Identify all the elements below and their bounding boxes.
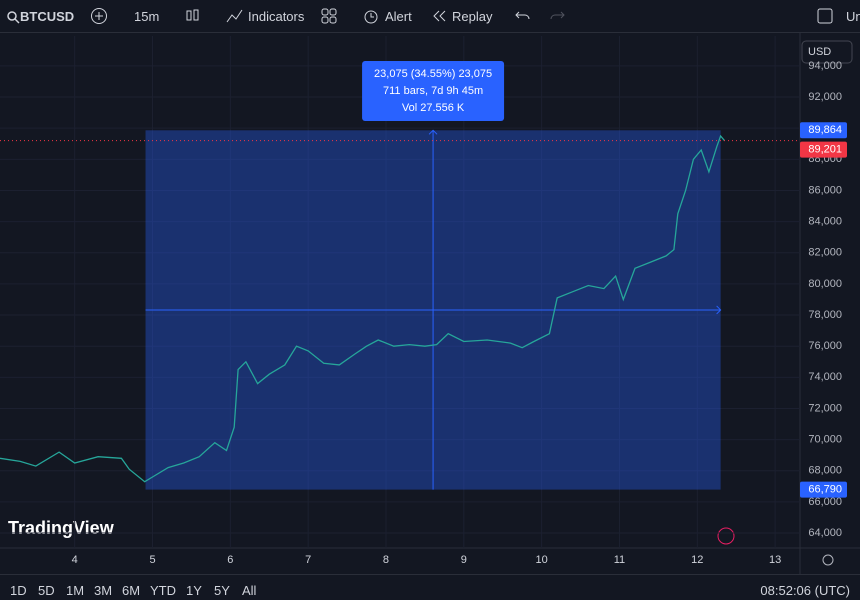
clock: 08:52:06 (UTC): [760, 583, 850, 598]
chart-type[interactable]: [185, 7, 201, 25]
x-tick-label: 4: [72, 554, 78, 566]
y-tick-label: 68,000: [808, 465, 842, 477]
range-button[interactable]: 5D: [38, 583, 55, 598]
x-tick-label: 7: [305, 554, 311, 566]
range-button[interactable]: 1D: [10, 583, 27, 598]
y-tick-label: 86,000: [808, 184, 842, 196]
y-tick-label: 94,000: [808, 60, 842, 72]
measure-arrowhead: [428, 129, 438, 135]
price-tag-label: 66,790: [808, 484, 842, 496]
lightning-icon[interactable]: [717, 527, 735, 545]
measure-tooltip: [362, 61, 505, 121]
replay-icon: [433, 10, 446, 22]
x-tick-label: 10: [536, 554, 548, 566]
indicators-icon: [226, 9, 243, 23]
range-button[interactable]: All: [242, 583, 257, 598]
currency[interactable]: USD: [808, 46, 831, 58]
layout-toggle[interactable]: [816, 7, 834, 25]
templates[interactable]: [320, 7, 338, 25]
x-tick-label: 5: [149, 554, 155, 566]
range-button[interactable]: 5Y: [214, 583, 230, 598]
range-button[interactable]: YTD: [150, 583, 176, 598]
indicators[interactable]: Indicators: [248, 9, 305, 24]
y-tick-label: 66,000: [808, 496, 842, 508]
settings-icon[interactable]: [822, 554, 834, 566]
toolbar: BTCUSD 15m Indicators Alert Replay Un: [0, 0, 860, 33]
y-tick-label: 84,000: [808, 216, 842, 228]
undo[interactable]: [515, 7, 531, 25]
measure-info: Vol 27.556 K: [402, 102, 465, 114]
price-line: [0, 134, 725, 483]
x-tick-label: 11: [614, 554, 625, 566]
price-tag-label: 89,201: [808, 144, 842, 156]
measure-info: 23,075 (34.55%) 23,075: [374, 68, 492, 80]
y-tick-label: 64,000: [808, 527, 842, 539]
y-tick-label: 70,000: [808, 434, 842, 446]
range-button[interactable]: 1Y: [186, 583, 202, 598]
x-tick-label: 12: [691, 554, 703, 566]
y-tick-label: 80,000: [808, 278, 842, 290]
price-tag: [800, 481, 847, 498]
interval[interactable]: 15m: [134, 9, 160, 24]
cut-label[interactable]: Un: [846, 9, 860, 24]
y-tick-label: 72,000: [808, 402, 842, 414]
range-button[interactable]: 1M: [66, 583, 85, 598]
x-tick-label: 6: [227, 554, 233, 566]
price-tag: [800, 141, 847, 158]
range-button[interactable]: 6M: [122, 583, 141, 598]
y-tick-label: 78,000: [808, 309, 842, 321]
replay[interactable]: Replay: [452, 9, 493, 24]
alert-icon: [364, 10, 378, 24]
y-tick-label: 82,000: [808, 247, 842, 259]
price-tag: [800, 122, 847, 139]
price-tag-label: 89,864: [808, 124, 842, 136]
x-tick-label: 13: [769, 554, 781, 566]
y-tick-label: 92,000: [808, 91, 842, 103]
measure-info: 711 bars, 7d 9h 45m: [383, 85, 483, 97]
currency-button[interactable]: [801, 40, 853, 64]
x-tick-label: 9: [461, 554, 467, 566]
y-tick-label: 74,000: [808, 371, 842, 383]
redo[interactable]: [549, 7, 565, 25]
x-tick-label: 8: [383, 554, 389, 566]
y-tick-label: 76,000: [808, 340, 842, 352]
range-button[interactable]: 3M: [94, 583, 113, 598]
search-icon: [7, 11, 20, 24]
chart: USD TradingView 64,000 66,000 68,000 70,000…: [0, 33, 860, 574]
logo: TradingView: [8, 518, 115, 538]
measure-arrowhead: [716, 305, 722, 315]
symbol[interactable]: BTCUSD: [20, 9, 75, 24]
bottom-bar: 1D 5D 1M 3M 6M YTD 1Y 5Y All 08:52:06 (UTC): [0, 574, 860, 600]
alert[interactable]: Alert: [385, 9, 412, 24]
add-symbol[interactable]: [90, 7, 108, 25]
